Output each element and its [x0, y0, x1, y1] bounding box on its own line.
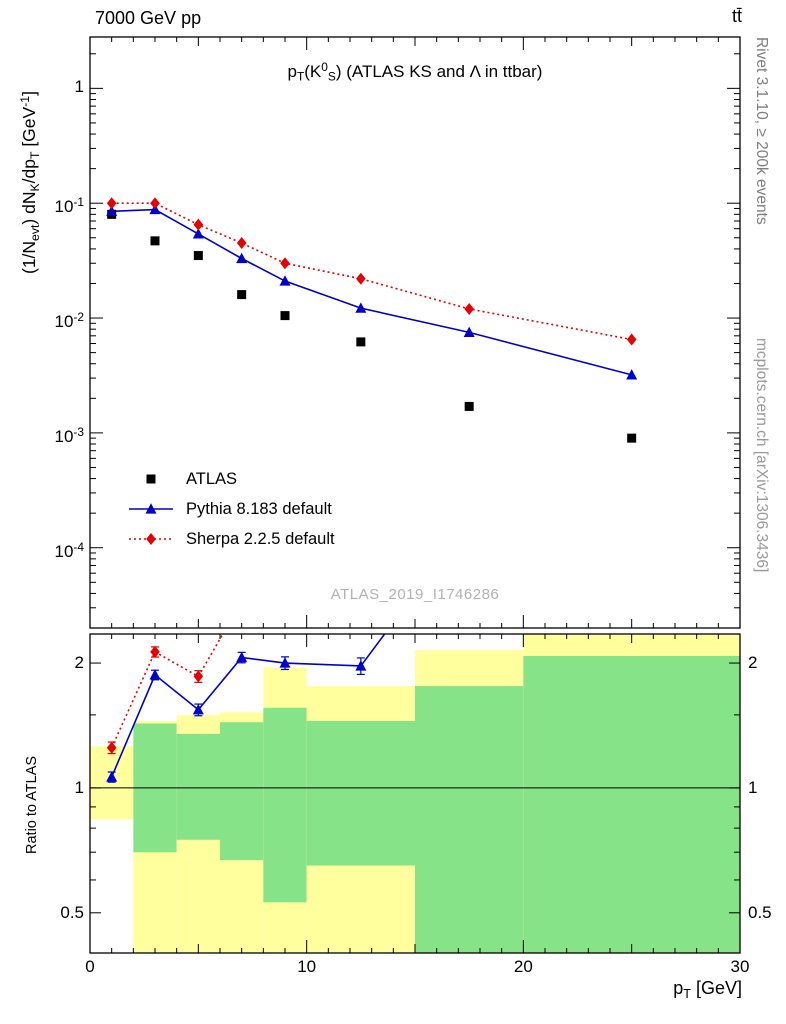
- data-marker-diamond: [464, 302, 474, 315]
- process-title: tt̄: [731, 6, 742, 26]
- legend-swatch: [129, 533, 173, 545]
- ratio-uncertainty-bands: [90, 634, 740, 953]
- data-marker-diamond: [146, 533, 156, 545]
- data-marker-diamond: [106, 741, 117, 754]
- data-marker-diamond: [626, 333, 637, 346]
- main-series: [106, 197, 638, 443]
- data-marker-square: [237, 290, 247, 300]
- data-marker-diamond: [193, 218, 204, 231]
- legend-swatch: [146, 474, 156, 484]
- data-marker-square: [464, 401, 474, 411]
- main-line: [111, 208, 632, 376]
- data-marker-triangle: [236, 651, 248, 663]
- legend-entry-atlas: ATLAS: [128, 464, 335, 494]
- ratio-y-axis-label: Ratio to ATLAS: [24, 755, 40, 854]
- legend-marker-atlas-square-icon: [128, 470, 174, 488]
- data-marker-triangle: [192, 704, 204, 715]
- data-marker-diamond: [236, 237, 247, 250]
- data-marker-triangle: [106, 205, 118, 216]
- data-marker-diamond: [356, 272, 366, 285]
- uncertainty-band-inner: [415, 686, 524, 953]
- uncertainty-band-inner: [176, 733, 220, 840]
- data-marker-diamond: [106, 197, 117, 210]
- legend-label-atlas: ATLAS: [186, 469, 238, 488]
- data-marker-triangle: [279, 657, 291, 668]
- uncertainty-band-inner: [220, 722, 264, 861]
- data-marker-diamond: [280, 257, 290, 270]
- data-marker-square: [280, 311, 290, 321]
- data-marker-square: [150, 236, 160, 246]
- plot-title: pT(K0S) (ATLAS KS and Λ in ttbar): [287, 60, 543, 84]
- data-marker-diamond: [150, 197, 160, 210]
- data-marker-triangle: [355, 302, 367, 313]
- beam-energy-title: 7000 GeV pp: [95, 8, 202, 28]
- data-marker-triangle: [106, 771, 118, 782]
- y-axis-label: (1/Nevt) dNK/dpT [GeV-1]: [18, 91, 42, 274]
- data-marker-diamond: [193, 670, 204, 683]
- legend-entry-pythia: Pythia 8.183 default: [128, 494, 335, 524]
- data-marker-triangle: [145, 503, 157, 514]
- data-marker-triangle: [149, 669, 161, 680]
- legend-marker-pythia-triangle-icon: [128, 500, 174, 518]
- ratio-series: [106, 634, 386, 783]
- legend-label-sherpa: Sherpa 2.2.5 default: [186, 529, 335, 548]
- analysis-watermark: ATLAS_2019_I1746286: [330, 586, 500, 603]
- data-marker-square: [193, 251, 203, 261]
- data-marker-square: [356, 337, 366, 347]
- uncertainty-band-outer: [90, 746, 134, 820]
- data-marker-triangle: [626, 369, 638, 380]
- rivet-version-label: Rivet 3.1.10, ≥ 200k events: [753, 37, 770, 225]
- uncertainty-band-inner: [523, 655, 740, 953]
- uncertainty-band-inner: [306, 720, 415, 866]
- legend: ATLAS Pythia 8.183 default Sherpa 2.2.5 …: [128, 464, 335, 554]
- data-marker-triangle: [236, 252, 248, 264]
- data-marker-diamond: [150, 645, 160, 658]
- main-line: [111, 202, 632, 341]
- legend-swatch: [129, 503, 173, 514]
- ratio-line: [110, 634, 386, 778]
- data-marker-triangle: [192, 228, 204, 239]
- legend-label-pythia: Pythia 8.183 default: [186, 499, 332, 518]
- data-marker-triangle: [463, 326, 475, 337]
- legend-entry-sherpa: Sherpa 2.2.5 default: [128, 524, 335, 554]
- data-marker-square: [627, 433, 637, 443]
- axis-ticks: [89, 37, 741, 953]
- mcplots-reference-label: mcplots.cern.ch [arXiv:1306.3436]: [753, 338, 770, 573]
- data-marker-triangle: [355, 660, 367, 671]
- x-axis-label: pT [GeV]: [673, 978, 742, 1001]
- data-marker-square: [146, 474, 156, 484]
- legend-marker-sherpa-diamond-icon: [128, 530, 174, 548]
- data-marker-triangle: [279, 275, 291, 286]
- uncertainty-band-inner: [263, 707, 307, 903]
